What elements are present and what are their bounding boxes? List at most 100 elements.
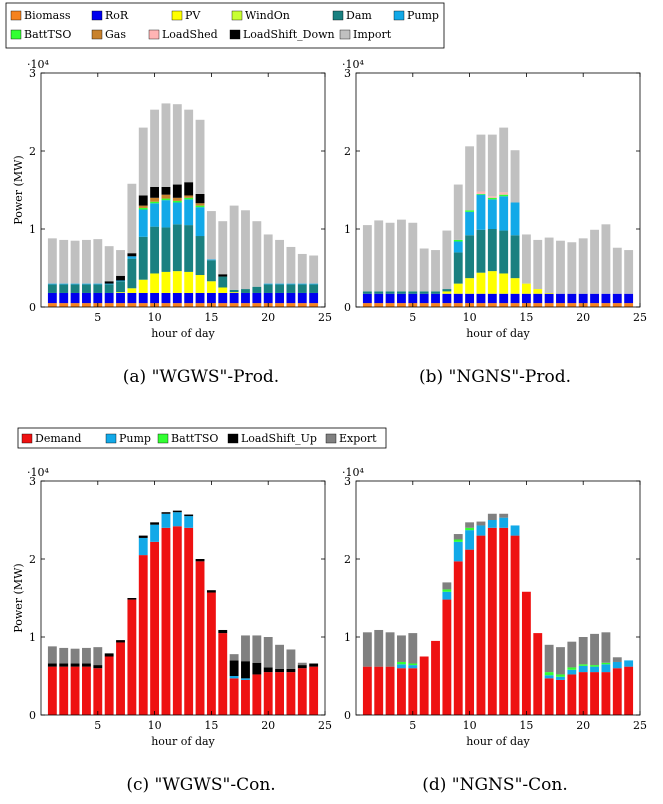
bar-c-loadshift-up-h1 <box>47 663 57 667</box>
bar-c-demand-h8 <box>127 599 137 715</box>
ytick-label-c-0: 0 <box>29 709 36 722</box>
bar-a-pump-h5 <box>93 283 103 285</box>
bar-a-pv-h16 <box>218 287 228 293</box>
bar-d-pump-h24 <box>624 660 634 667</box>
bar-c-loadshift-up-h16 <box>218 629 228 634</box>
bar-a-loadshift-down-h13 <box>184 182 194 196</box>
bar-a-dam-h16 <box>218 276 228 288</box>
ylabel-c: Power (MW) <box>12 563 25 632</box>
bar-a-pv-h9 <box>138 279 148 293</box>
bar-b-import-h5 <box>408 222 418 292</box>
legend-production-swatch-biomass <box>10 10 22 21</box>
bar-a-pump-h21 <box>275 283 284 285</box>
bar-b-ror-h2 <box>374 293 384 304</box>
legend-consumption-label-batttso: BattTSO <box>171 432 218 445</box>
bar-a-dam-h2 <box>59 284 69 293</box>
bar-a-import-h6 <box>104 246 114 282</box>
bar-d-batttso-h10 <box>465 527 475 531</box>
bar-d-demand-h9 <box>453 561 463 715</box>
bar-a-ror-h8 <box>127 292 137 304</box>
bar-a-biomass-h22 <box>286 303 296 307</box>
xlabel-a: hour of day <box>151 327 215 340</box>
bar-b-import-h18 <box>556 240 565 294</box>
xtick-label-d-25: 25 <box>633 719 647 732</box>
legend-consumption-label-export: Export <box>339 432 377 445</box>
bar-a-biomass-h7 <box>116 303 125 307</box>
bar-b-import-h21 <box>590 229 599 294</box>
bar-a-dam-h3 <box>70 284 80 293</box>
bar-a-pump-h9 <box>138 209 148 237</box>
bar-a-pump-h2 <box>59 283 69 285</box>
bar-c-export-h4 <box>82 647 91 664</box>
bar-b-batttso-h13 <box>499 194 509 197</box>
bar-a-pump-h15 <box>206 259 216 261</box>
bar-a-biomass-h9 <box>138 303 148 307</box>
ytick-label-d-0: 0 <box>344 709 351 722</box>
bar-a-pump-h3 <box>70 283 80 285</box>
bar-b-import-h12 <box>487 134 497 197</box>
bar-c-export-h22 <box>286 649 296 669</box>
bar-d-pump-h13 <box>499 517 509 528</box>
bar-c-demand-h4 <box>82 666 91 715</box>
bar-b-ror-h6 <box>419 293 429 304</box>
bar-c-loadshift-up-h15 <box>206 590 216 593</box>
legend-consumption-swatch-batttso <box>157 433 169 444</box>
ytick-label-c-1: 1 <box>29 631 36 644</box>
legend-production-swatch-batttso <box>10 29 22 40</box>
bar-a-pump-h22 <box>286 283 296 285</box>
bar-c-demand-h3 <box>70 666 80 715</box>
bar-c-pump-h11 <box>161 513 171 528</box>
bar-a-import-h22 <box>286 246 296 284</box>
bar-c-demand-h15 <box>206 592 216 715</box>
bar-a-biomass-h23 <box>297 303 307 307</box>
bar-c-loadshift-up-h6 <box>104 653 114 657</box>
bar-a-biomass-h21 <box>275 303 284 307</box>
legend-production-swatch-ror <box>91 10 103 21</box>
bar-b-biomass-h16 <box>533 303 543 307</box>
bar-a-biomass-h12 <box>172 303 182 307</box>
bar-b-import-h11 <box>476 134 486 192</box>
bar-a-biomass-h4 <box>82 303 91 307</box>
bar-a-pv-h14 <box>195 275 205 293</box>
bar-a-dam-h8 <box>127 258 137 289</box>
bar-c-demand-h10 <box>150 541 160 715</box>
legend-production-label-batttso: BattTSO <box>24 28 71 41</box>
bar-c-loadshift-up-h11 <box>161 512 171 514</box>
bar-b-loadshed-h13 <box>499 192 509 195</box>
bar-b-batttso-h10 <box>465 210 475 212</box>
bar-b-import-h23 <box>612 247 622 294</box>
bar-a-pump-h14 <box>195 207 205 237</box>
bar-d-demand-h3 <box>385 666 395 715</box>
bar-a-ror-h23 <box>297 292 307 304</box>
bar-b-import-h16 <box>533 239 543 290</box>
bar-b-dam-h3 <box>385 291 395 294</box>
bar-b-biomass-h4 <box>397 303 406 307</box>
bar-a-biomass-h16 <box>218 303 228 307</box>
bar-a-ror-h10 <box>150 292 160 304</box>
bar-a-dam-h23 <box>297 284 307 293</box>
bar-c-demand-h14 <box>195 561 205 715</box>
bar-a-dam-h12 <box>172 224 182 272</box>
bar-a-pump-h13 <box>184 199 194 226</box>
bar-b-biomass-h14 <box>510 303 520 307</box>
bar-b-biomass-h17 <box>544 303 554 307</box>
bar-a-import-h17 <box>229 205 239 290</box>
bar-a-dam-h22 <box>286 284 296 293</box>
bar-d-batttso-h17 <box>544 672 554 676</box>
bar-c-demand-h2 <box>59 666 69 715</box>
xtick-label-b-20: 20 <box>576 311 590 324</box>
bar-a-dam-h4 <box>82 284 91 293</box>
bar-a-biomass-h13 <box>184 303 194 307</box>
bar-b-biomass-h6 <box>419 303 429 307</box>
bar-a-import-h20 <box>263 234 273 284</box>
bar-d-demand-h11 <box>476 535 486 715</box>
bar-a-loadshift-down-h12 <box>172 184 182 198</box>
bar-a-ror-h7 <box>116 292 125 304</box>
xtick-label-c-10: 10 <box>148 719 162 732</box>
bar-a-biomass-h6 <box>104 303 114 307</box>
bar-a-gas-h14 <box>195 203 205 206</box>
bar-b-import-h14 <box>510 150 520 203</box>
bar-d-batttso-h21 <box>590 665 599 667</box>
bar-a-ror-h13 <box>184 292 194 304</box>
bar-a-biomass-h17 <box>229 303 239 307</box>
